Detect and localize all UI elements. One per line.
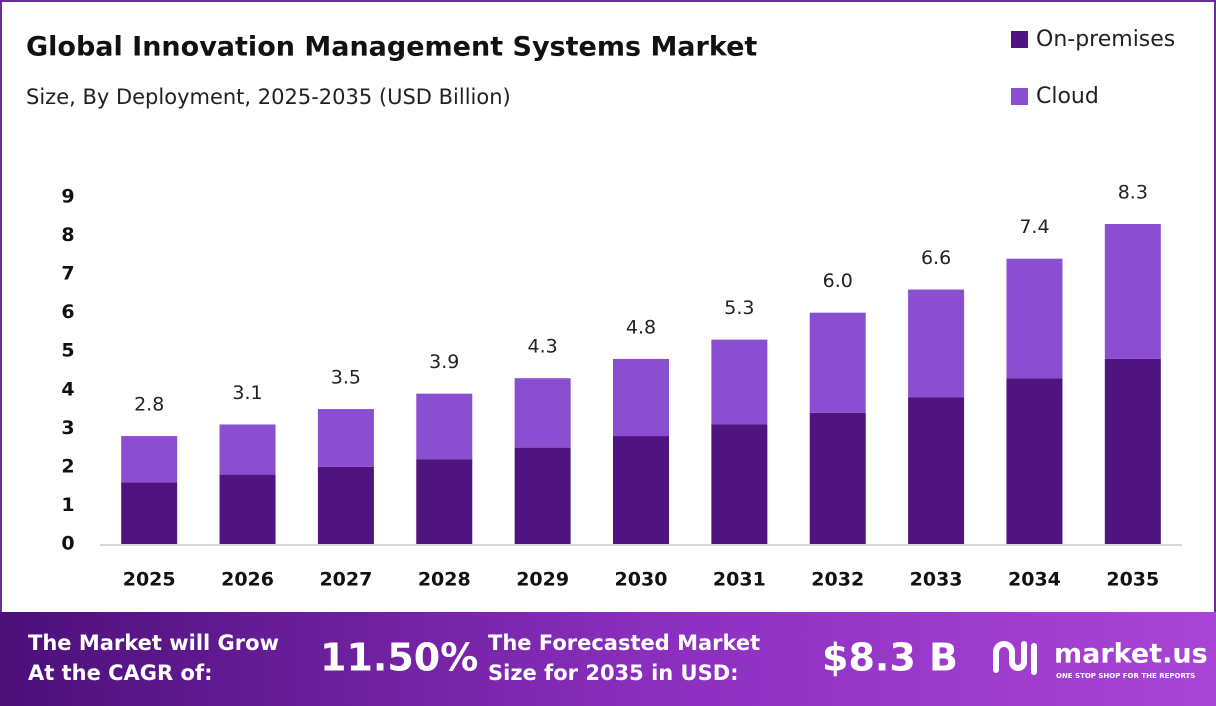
bar-segment xyxy=(219,424,276,475)
x-tick-label: 2031 xyxy=(713,569,766,591)
bar-segment xyxy=(514,378,571,448)
bar-segment xyxy=(809,312,866,413)
total-label: 3.1 xyxy=(232,382,262,404)
footer: The Market will Grow At the CAGR of: 11.… xyxy=(28,631,1208,685)
bar-segment xyxy=(1104,358,1161,544)
bar-segment xyxy=(711,424,768,544)
bar-segment xyxy=(514,447,571,544)
total-label: 2.8 xyxy=(134,394,164,416)
bar-segment xyxy=(121,482,178,544)
y-tick-label: 1 xyxy=(61,494,74,516)
x-tick-label: 2033 xyxy=(910,569,963,591)
chart-title: Global Innovation Management Systems Mar… xyxy=(26,32,757,63)
chart-subtitle: Size, By Deployment, 2025-2035 (USD Bill… xyxy=(26,85,511,109)
x-tick-label: 2035 xyxy=(1106,569,1159,591)
total-label: 7.4 xyxy=(1019,216,1049,238)
y-tick-label: 3 xyxy=(61,417,74,439)
bar-segment xyxy=(1006,258,1063,379)
bar-segment xyxy=(317,466,374,544)
bar-segment xyxy=(613,358,669,437)
legend-label: Cloud xyxy=(1036,84,1099,109)
footer-value: 11.50% xyxy=(320,636,478,680)
bar-segment xyxy=(121,436,178,483)
total-label: 4.8 xyxy=(626,316,656,338)
legend-swatch xyxy=(1011,31,1028,48)
bar-segment xyxy=(809,412,866,544)
footer-value: $8.3 B xyxy=(822,636,958,680)
y-tick-label: 2 xyxy=(61,455,74,477)
x-tick-label: 2029 xyxy=(516,569,569,591)
x-tick-label: 2027 xyxy=(319,569,372,591)
x-tick-label: 2032 xyxy=(811,569,864,591)
legend-label: On-premises xyxy=(1036,27,1175,52)
logo-icon xyxy=(993,641,1037,675)
bar-segment xyxy=(711,339,768,425)
legend-swatch xyxy=(1011,88,1028,105)
x-tick-label: 2028 xyxy=(418,569,471,591)
y-tick-label: 9 xyxy=(61,186,74,208)
y-tick-label: 4 xyxy=(61,378,74,400)
total-label: 3.9 xyxy=(429,351,459,373)
y-tick-label: 8 xyxy=(61,224,74,246)
footer-text: The Forecasted Market xyxy=(488,631,760,655)
brand: market.us xyxy=(1054,639,1208,670)
bar-segment xyxy=(908,289,965,398)
x-tick-label: 2030 xyxy=(615,569,668,591)
x-tick-label: 2034 xyxy=(1008,569,1061,591)
total-label: 3.5 xyxy=(331,367,361,389)
footer-text: Size for 2035 in USD: xyxy=(488,661,739,685)
bar-segment xyxy=(416,459,473,544)
bar-segment xyxy=(219,474,276,544)
footer-text: At the CAGR of: xyxy=(28,661,213,685)
bar-segment xyxy=(416,393,473,460)
x-tick-label: 2026 xyxy=(221,569,274,591)
bar-segment xyxy=(613,436,669,544)
bar-segment xyxy=(317,409,374,467)
y-tick-label: 7 xyxy=(61,263,74,285)
y-tick-label: 0 xyxy=(61,533,74,555)
x-tick-label: 2025 xyxy=(123,569,176,591)
tagline: ONE STOP SHOP FOR THE REPORTS xyxy=(1056,672,1195,680)
bar-segment xyxy=(1006,378,1063,544)
total-label: 4.3 xyxy=(528,336,558,358)
footer-text: The Market will Grow xyxy=(28,631,279,655)
bar-segment xyxy=(1104,223,1161,359)
y-tick-label: 6 xyxy=(61,301,74,323)
total-label: 6.6 xyxy=(921,247,951,269)
total-label: 5.3 xyxy=(724,297,754,319)
y-tick-label: 5 xyxy=(61,340,74,362)
total-label: 6.0 xyxy=(823,270,853,292)
total-label: 8.3 xyxy=(1118,181,1148,203)
bar-segment xyxy=(908,397,965,544)
